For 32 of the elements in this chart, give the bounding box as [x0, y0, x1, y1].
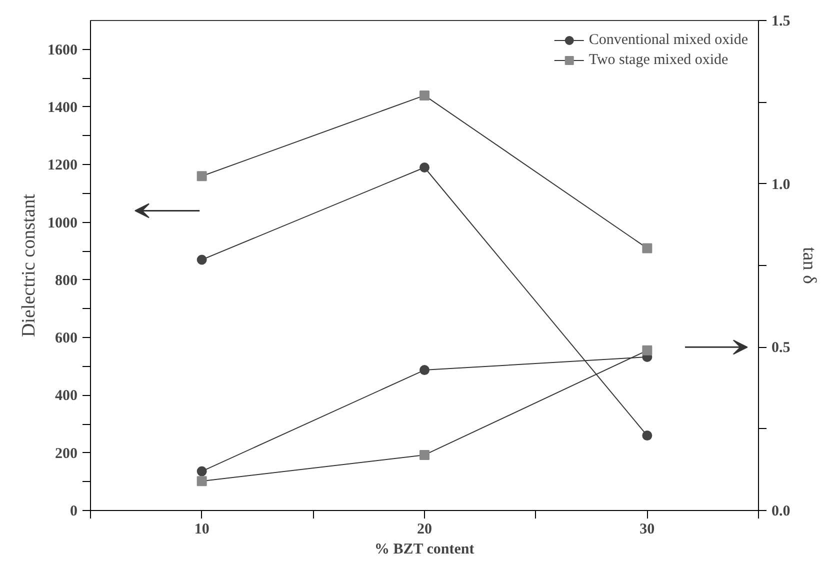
point — [420, 162, 430, 172]
x-tick-label: 20 — [417, 522, 432, 538]
y2-tick-label: 0.5 — [772, 340, 790, 356]
y2-tick-label: 1.0 — [772, 176, 790, 193]
legend-label: Two stage mixed oxide — [588, 52, 728, 68]
point — [196, 171, 207, 182]
point — [420, 365, 430, 376]
point — [196, 466, 207, 476]
y-tick-label: 600 — [55, 330, 78, 347]
y-tick-label: 800 — [55, 272, 78, 289]
y-tick-label: 400 — [55, 388, 78, 404]
y-axis-title: Dielectric constant — [18, 193, 40, 337]
x-axis-title: % BZT content — [374, 542, 474, 558]
point — [420, 90, 430, 100]
y-tick-label: 1400 — [48, 100, 78, 116]
x-tick-label: 30 — [640, 522, 655, 538]
y2-axis-title: tan δ — [798, 247, 820, 284]
y2-tick-label: 1.5 — [772, 14, 790, 30]
point — [642, 430, 652, 441]
point — [420, 450, 430, 460]
y-tick-label: 1600 — [48, 42, 78, 58]
x-tick-label: 10 — [194, 522, 210, 538]
point — [196, 254, 207, 265]
point — [642, 345, 652, 356]
point — [196, 476, 207, 486]
legend-label: Conventional mixed oxide — [588, 32, 748, 48]
y-tick-label: 0 — [70, 504, 78, 520]
y-tick-label: 200 — [55, 446, 78, 462]
point — [642, 243, 652, 254]
y-tick-label: 1200 — [48, 158, 78, 174]
y-tick-label: 1000 — [48, 215, 78, 232]
y2-tick-label: 0.0 — [772, 504, 790, 520]
